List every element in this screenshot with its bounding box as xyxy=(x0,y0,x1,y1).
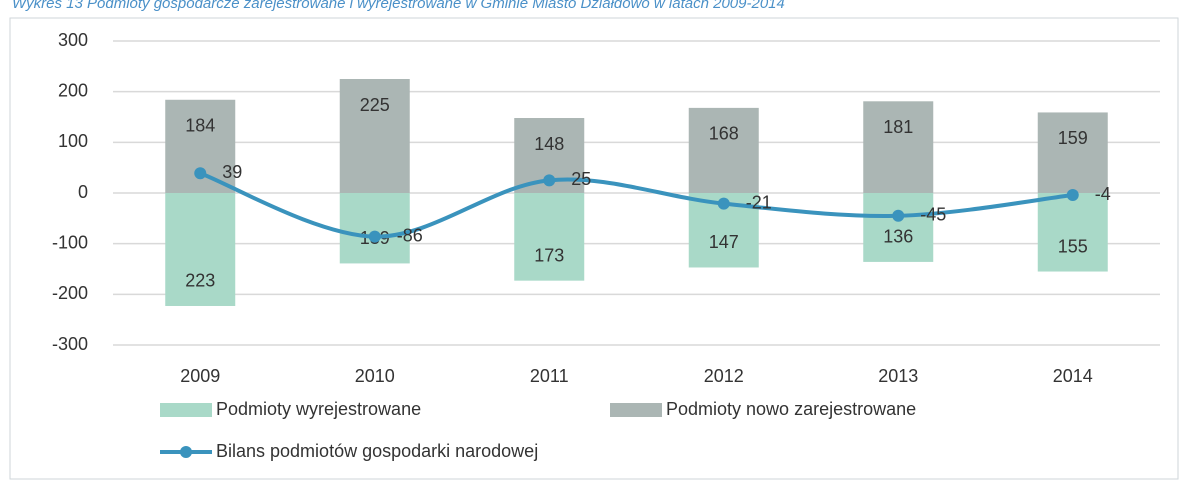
point xyxy=(194,167,207,180)
bar xyxy=(339,79,410,193)
legend-label: Podmioty nowo zarejestrowane xyxy=(666,399,916,419)
data-label: 39 xyxy=(222,162,242,182)
data-label: 148 xyxy=(534,134,564,154)
point xyxy=(892,209,905,222)
y-tick-label: 300 xyxy=(58,30,88,50)
legend-label: Podmioty wyrejestrowane xyxy=(216,399,421,419)
x-tick-label: 2013 xyxy=(878,366,918,386)
point xyxy=(1066,189,1079,202)
data-label: 136 xyxy=(883,227,913,247)
data-label: 184 xyxy=(185,116,215,136)
data-label: 25 xyxy=(571,169,591,189)
bar xyxy=(1037,112,1108,193)
y-tick-label: -100 xyxy=(52,232,88,252)
legend-swatch xyxy=(180,446,192,458)
data-label: -86 xyxy=(397,225,423,245)
y-tick-label: 100 xyxy=(58,131,88,151)
legend-label: Bilans podmiotów gospodarki narodowej xyxy=(216,441,538,461)
bar xyxy=(514,193,585,281)
point xyxy=(543,174,556,187)
legend-swatch xyxy=(610,403,662,417)
bar xyxy=(863,101,934,193)
bar xyxy=(165,193,236,306)
data-label: -4 xyxy=(1095,184,1111,204)
data-label: 159 xyxy=(1058,128,1088,148)
bar xyxy=(339,193,410,264)
data-label: 223 xyxy=(185,271,215,291)
chart-title: Wykres 13 Podmioty gospodarcze zarejestr… xyxy=(12,0,785,12)
point xyxy=(368,230,381,243)
y-tick-label: 0 xyxy=(78,182,88,202)
legend-swatch xyxy=(160,403,212,417)
bar xyxy=(1037,193,1108,272)
bar xyxy=(688,107,759,193)
x-tick-label: 2009 xyxy=(180,366,220,386)
y-tick-label: 200 xyxy=(58,80,88,100)
point xyxy=(717,197,730,210)
line xyxy=(199,171,1073,239)
data-label: -45 xyxy=(920,205,946,225)
data-label: 225 xyxy=(360,95,390,115)
x-tick-label: 2011 xyxy=(530,366,569,386)
x-tick-label: 2012 xyxy=(704,366,744,386)
y-tick-label: -200 xyxy=(52,283,88,303)
data-label: -21 xyxy=(746,192,772,212)
data-label: 147 xyxy=(709,232,739,252)
bar xyxy=(863,193,934,262)
y-tick-label: -300 xyxy=(52,334,88,354)
data-label: 155 xyxy=(1058,236,1088,256)
data-label: 168 xyxy=(709,124,739,144)
x-tick-label: 2010 xyxy=(355,366,395,386)
x-tick-label: 2014 xyxy=(1053,366,1093,386)
data-label: 181 xyxy=(883,117,913,137)
data-label: 173 xyxy=(534,245,564,265)
frame xyxy=(9,17,1179,480)
